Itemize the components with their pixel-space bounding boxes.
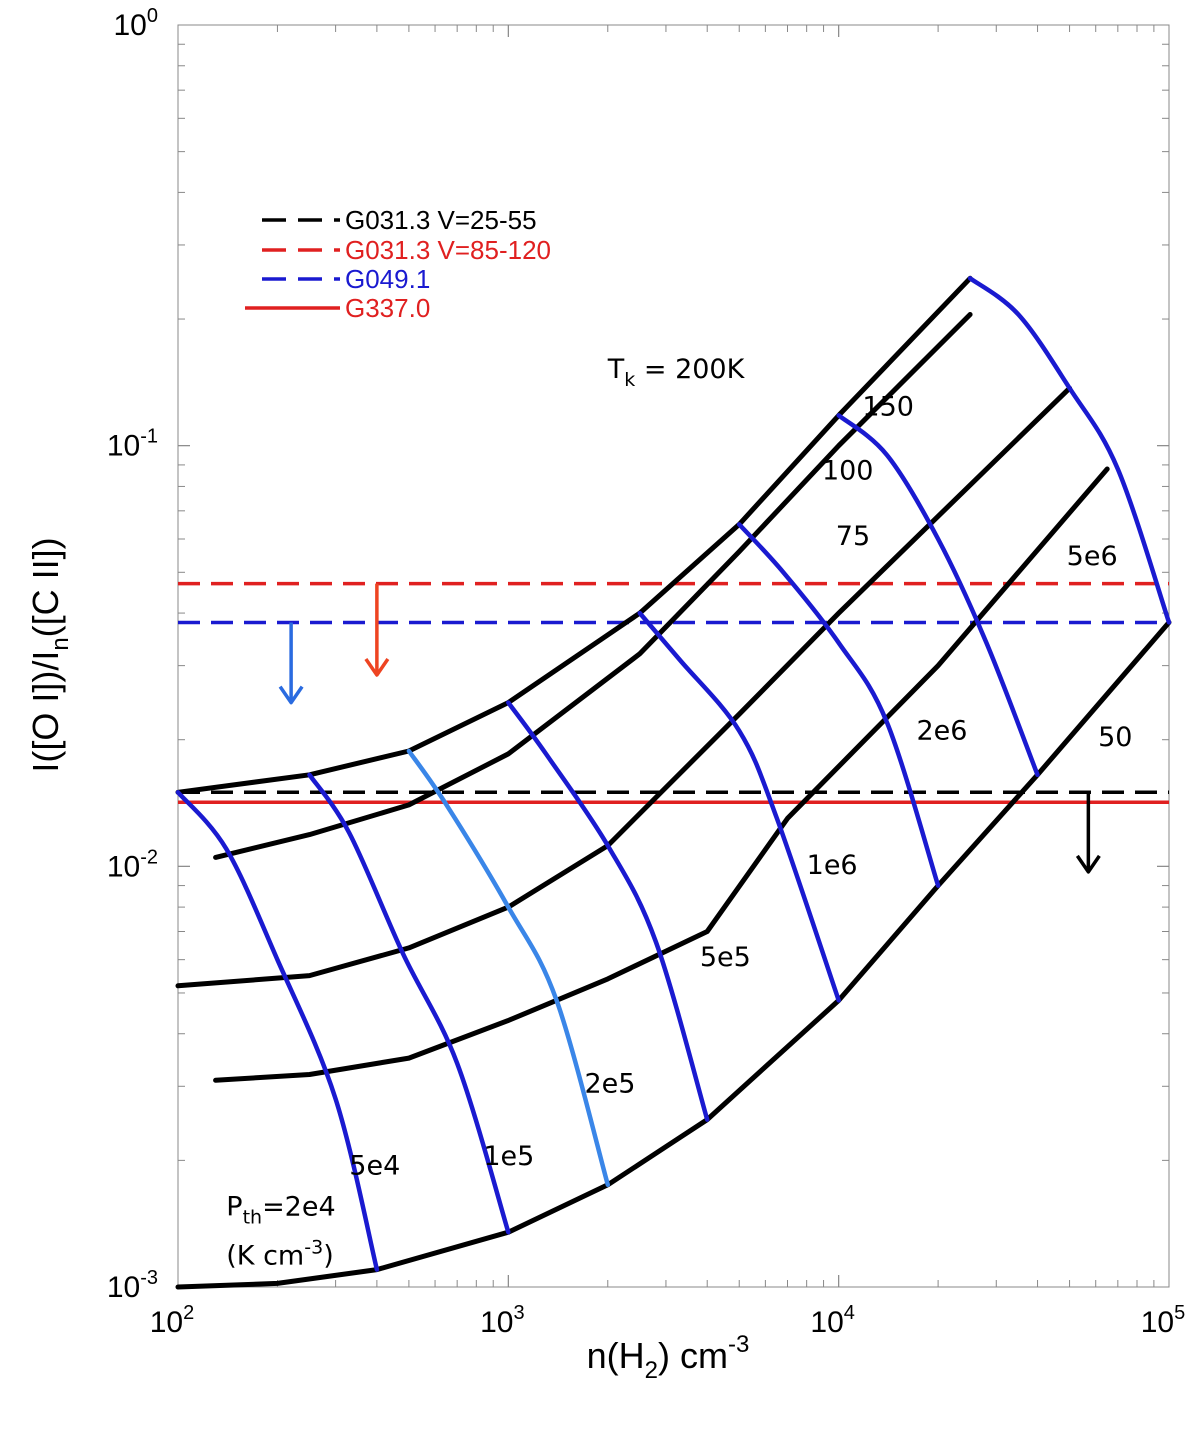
x-tick-labels: 102 103 104 105 — [150, 1302, 1186, 1339]
y-tick-label: 10-3 — [107, 1267, 158, 1304]
temperature-curve — [175, 275, 973, 795]
annotation-p1e5: 1e5 — [483, 1141, 534, 1172]
upper-limit-arrowhead — [1075, 854, 1101, 874]
y-tick-labels: 10-3 10-2 10-1 100 — [107, 5, 158, 1304]
legend-label: G049.1 — [345, 264, 430, 294]
y-tick-label: 100 — [114, 5, 159, 42]
temperature-curve — [175, 385, 1073, 989]
pressure-curve — [736, 522, 941, 888]
plot-frame — [177, 24, 1170, 1288]
legend-label: G031.3 V=85-120 — [345, 235, 551, 265]
x-tick-label: 104 — [810, 1302, 855, 1339]
annotation-p1e6: 1e6 — [807, 850, 858, 881]
annotation-tk: Tk = 200K — [607, 354, 746, 391]
y-axis-title: I([O I])/In([C II]) — [25, 537, 74, 772]
curve-annotations: Tk = 200K 150 100 75 50 5e6 2e6 1e6 5e5 2e5 1e5 5e4… — [226, 354, 1132, 1272]
pressure-curve — [307, 772, 511, 1235]
y-tick-label: 10-1 — [107, 426, 158, 463]
annotation-t100: 100 — [822, 456, 874, 487]
pressure-curve — [406, 748, 611, 1188]
annotation-t50: 50 — [1098, 722, 1132, 753]
annotation-pth1: Pth=2e4 — [226, 1191, 335, 1228]
x-tick-label: 103 — [480, 1302, 525, 1339]
legend-label: G031.3 V=25-55 — [345, 205, 537, 235]
temperature-curve — [213, 466, 1110, 1083]
x-tick-label: 102 — [150, 1302, 195, 1339]
x-axis-title: n(H2) cm-3 — [587, 1331, 750, 1384]
upper-limit-arrows — [278, 583, 1101, 874]
annotation-p2e6: 2e6 — [916, 716, 967, 747]
annotation-t150: 150 — [862, 391, 914, 422]
annotation-p5e5: 5e5 — [700, 942, 751, 973]
upper-limit-arrowhead — [278, 685, 304, 705]
temperature-curve — [175, 619, 1172, 1290]
legend-label: G337.0 — [345, 293, 430, 323]
annotation-p2e5: 2e5 — [584, 1068, 635, 1099]
upper-limit-arrowhead — [364, 658, 390, 677]
x-tick-label: 105 — [1141, 1302, 1186, 1339]
pressure-curve — [175, 790, 380, 1272]
temperature-curves — [175, 275, 1172, 1290]
annotation-pth2: (K cm-3) — [226, 1237, 333, 1272]
y-tick-label: 10-2 — [107, 846, 158, 883]
annotation-p5e6: 5e6 — [1067, 541, 1118, 572]
annotation-t75: 75 — [836, 521, 870, 552]
annotation-p5e4: 5e4 — [349, 1151, 400, 1182]
pressure-curve — [506, 700, 710, 1122]
temperature-curve — [213, 312, 973, 860]
pressure-curve — [637, 610, 841, 1003]
pressure-curves — [175, 276, 1172, 1272]
pressure-curve — [967, 276, 1172, 625]
pressure-curve — [836, 413, 1040, 778]
minor-ticks — [177, 24, 1170, 1288]
